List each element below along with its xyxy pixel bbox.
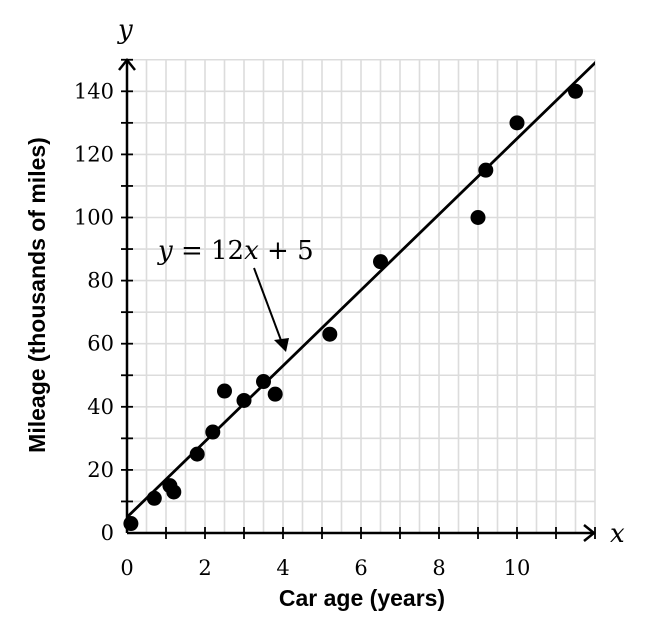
x-tick-label: 0 xyxy=(120,556,133,580)
annotation-arrow xyxy=(253,267,289,352)
data-point xyxy=(478,162,494,178)
data-point xyxy=(166,484,182,500)
y-tick-label: 40 xyxy=(87,395,114,419)
fit-equation-label: y = 12x + 5 xyxy=(157,236,314,266)
x-axis-variable: x xyxy=(610,519,625,549)
y-tick-label: 100 xyxy=(74,206,114,230)
axes xyxy=(118,57,597,542)
data-point xyxy=(256,374,271,390)
fit-equation-var: x xyxy=(244,236,259,266)
data-point xyxy=(123,516,139,532)
x-tick-label: 10 xyxy=(504,556,531,580)
data-point xyxy=(146,490,162,506)
data-points xyxy=(123,83,583,532)
y-tick-label: 140 xyxy=(74,79,114,103)
data-point xyxy=(322,326,338,342)
data-point xyxy=(267,386,283,402)
y-tick-label: 20 xyxy=(87,458,114,482)
data-point xyxy=(470,210,486,225)
fit-line-group xyxy=(127,60,595,519)
x-tick-label: 6 xyxy=(354,556,367,580)
y-axis-variable: y xyxy=(117,15,133,45)
y-tick-label: 120 xyxy=(74,142,114,166)
x-tick-label: 2 xyxy=(198,556,211,580)
grid xyxy=(127,58,596,533)
data-point xyxy=(189,446,205,462)
y-tick-label: 0 xyxy=(101,521,114,545)
y-tick-label: 80 xyxy=(87,269,114,293)
data-point xyxy=(236,392,252,408)
data-point xyxy=(509,115,525,131)
fit-equation-mid: = 12 xyxy=(173,236,244,266)
y-tick-label: 60 xyxy=(87,332,114,356)
data-point xyxy=(373,254,388,270)
x-axis-label: Car age (years) xyxy=(279,585,445,611)
data-point xyxy=(568,83,583,99)
fit-line xyxy=(127,60,595,519)
fit-equation-rest: + 5 xyxy=(259,236,314,266)
fit-equation-lhs: y xyxy=(157,236,173,266)
x-axis-arrowhead xyxy=(583,524,597,542)
data-point xyxy=(205,424,221,440)
x-tick-label: 4 xyxy=(276,556,289,580)
x-tick-label: 8 xyxy=(432,556,445,580)
data-point xyxy=(217,383,232,399)
y-axis-label: Mileage (thousands of miles) xyxy=(24,137,50,453)
